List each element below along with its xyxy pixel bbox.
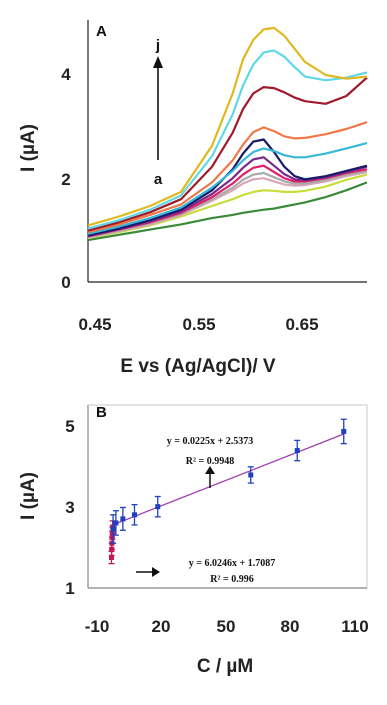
panel-b-points: [108, 418, 347, 565]
data-point-1-5: [248, 472, 254, 478]
annotation-arrow-left-head: [152, 567, 160, 577]
series-label-top: j: [155, 37, 160, 54]
fit-equation-high: y = 0.0225x + 2.5373: [167, 436, 253, 447]
data-point-0-0: [108, 555, 114, 560]
curve-1: [87, 173, 368, 240]
panel-b-ytick-0: 1: [65, 579, 74, 598]
data-point-1-1: [113, 520, 119, 526]
panel-a-xtick-0: 0.45: [78, 315, 111, 334]
panel-b-xtick-3: 80: [281, 617, 300, 636]
panel-a: A 0 2 4 0.45 0.55 0.65 E vs (Ag/AgCl)/ V…: [18, 20, 368, 377]
panel-b-label: B: [96, 404, 107, 421]
curve-9: [87, 76, 368, 232]
panel-a-ytick-0: 0: [61, 273, 70, 292]
annotation-arrow-up-head: [205, 466, 215, 474]
data-point-1-2: [120, 516, 126, 522]
fit-r2-low: R² = 0.996: [210, 574, 253, 585]
panel-b-xtick-4: 110: [341, 617, 368, 636]
panel-a-xtick-2: 0.65: [285, 315, 318, 334]
curve-7: [87, 142, 368, 235]
series-label-bottom: a: [154, 171, 163, 188]
panel-b-ytick-2: 5: [65, 417, 74, 436]
panel-b-frame: [87, 404, 368, 589]
data-point-1-0: [110, 526, 116, 532]
panel-b-xtick-0: -10: [85, 617, 110, 636]
panel-a-ytick-2: 4: [61, 65, 71, 84]
panel-a-ytick-1: 2: [61, 170, 70, 189]
panel-a-xtick-1: 0.55: [182, 315, 215, 334]
fit-r2-high: R² = 0.9948: [186, 456, 234, 467]
curve-0: [87, 181, 368, 242]
curve-8: [87, 121, 368, 234]
data-point-1-4: [155, 504, 161, 510]
panel-b-x-axis-title: C / µM: [197, 656, 253, 677]
fit-equation-low: y = 6.0246x + 1.7087: [189, 558, 275, 569]
series-order-arrowhead: [153, 56, 163, 68]
panel-a-y-axis-title: I (µA): [18, 124, 39, 172]
data-point-1-3: [132, 512, 137, 518]
panel-b-ytick-1: 3: [65, 498, 74, 517]
panel-b: B 1 3 5 -10 20 50 80 110 C / µM I (µA) y…: [18, 404, 369, 677]
panel-a-x-axis-title: E vs (Ag/AgCl)/ V: [120, 356, 276, 377]
curve-10: [87, 49, 368, 230]
panel-b-y-axis-title: I (µA): [18, 472, 39, 520]
curve-11: [87, 26, 368, 227]
panel-b-xtick-2: 50: [217, 617, 236, 636]
panel-b-xtick-1: 20: [152, 617, 171, 636]
data-point-1-6: [294, 448, 300, 454]
panel-a-curves: [87, 26, 368, 242]
curve-6: [87, 138, 368, 237]
panel-a-label: A: [96, 23, 107, 40]
data-point-1-7: [341, 428, 347, 434]
panel-b-fit-line: [111, 433, 344, 527]
